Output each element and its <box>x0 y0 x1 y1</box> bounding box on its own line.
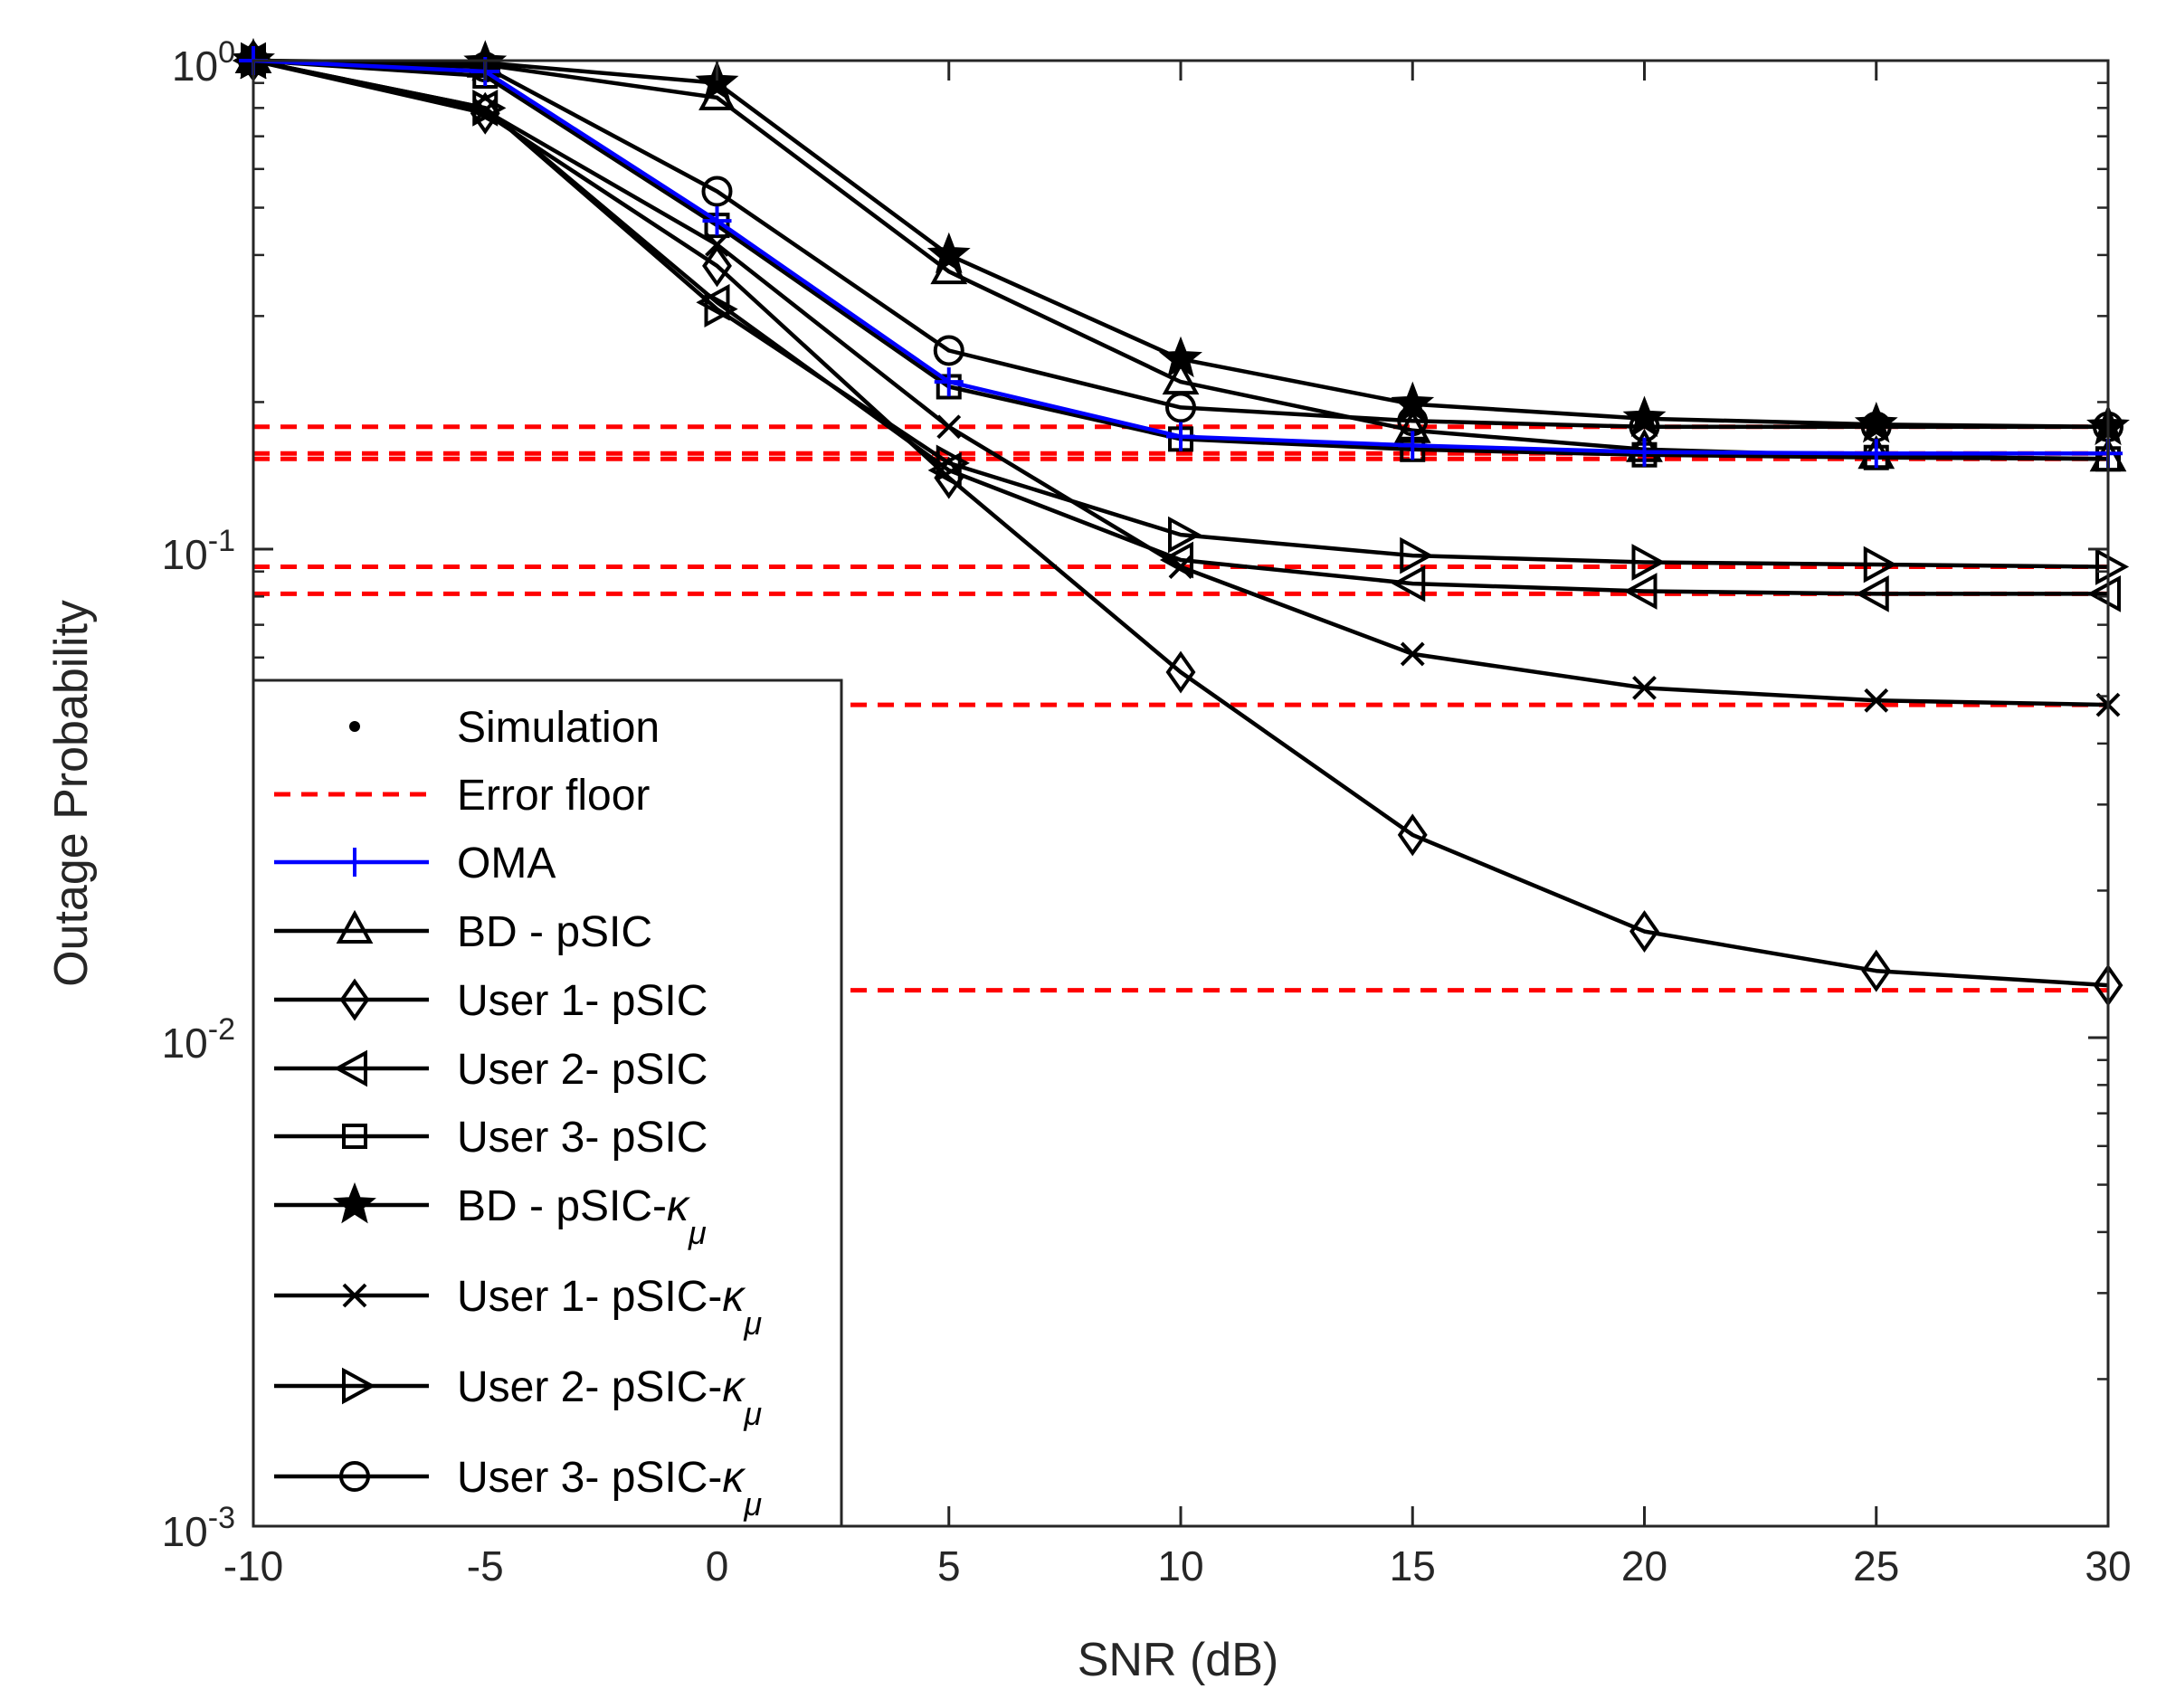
x-tick-label: 25 <box>1853 1542 1899 1589</box>
x-tick-label: 20 <box>1621 1542 1667 1589</box>
series-7-point-5 <box>1168 555 1193 579</box>
series-7-point-7 <box>1632 675 1657 700</box>
legend-marker-icon <box>333 1181 376 1224</box>
series-line-3 <box>252 58 2109 988</box>
series-4-point-8 <box>1855 575 1889 612</box>
series-7-point-8 <box>1864 688 1889 713</box>
legend: Simulation Error floor OMA BD - pSIC User 1-… <box>252 678 843 1528</box>
series-3 <box>238 39 2123 1007</box>
series-9-point-3 <box>701 176 733 207</box>
series-1-point-6 <box>1398 431 1428 460</box>
series-9-point-5 <box>1165 392 1196 423</box>
series-1-point-7 <box>1629 437 1659 467</box>
series-8-point-8 <box>1863 546 1897 584</box>
legend-item-4: BD - pSIC <box>274 908 652 956</box>
legend-item-3: OMA <box>274 840 556 887</box>
x-tick-label: -5 <box>467 1542 504 1589</box>
legend-label: User 3- pSIC <box>457 1114 708 1162</box>
series-8-point-4 <box>936 444 970 482</box>
legend-item-7: User 3- pSIC <box>274 1114 708 1162</box>
legend-item-11: User 3- pSIC-κμ <box>274 1454 762 1523</box>
legend-marker-icon <box>336 909 374 944</box>
y-tick-label: 10-1 <box>162 524 235 578</box>
series-2-point-4 <box>930 251 968 285</box>
legend-item-2: Error floor <box>274 772 650 820</box>
series-4-point-9 <box>2086 575 2121 612</box>
legend-item-9: User 1- pSIC-κμ <box>274 1273 762 1342</box>
legend-label: User 1- pSIC-κμ <box>457 1273 762 1342</box>
series-1-point-4 <box>934 367 964 397</box>
x-axis-label: SNR (dB) <box>1078 1634 1278 1686</box>
series-1-point-3 <box>702 206 732 236</box>
series-3-point-3 <box>702 244 732 288</box>
series-3-point-7 <box>1629 910 1659 954</box>
series-1-point-5 <box>1166 422 1195 451</box>
series-3-point-2 <box>470 91 500 135</box>
legend-label: BD - pSIC <box>457 908 652 956</box>
legend-marker-icon <box>340 848 369 877</box>
legend-label: Error floor <box>457 772 650 820</box>
x-tick-label: 15 <box>1390 1542 1436 1589</box>
y-tick-label: 10-3 <box>162 1501 235 1555</box>
series-4-point-6 <box>1392 565 1426 603</box>
legend-dot-icon <box>349 721 360 732</box>
legend-item-5: User 1- pSIC <box>274 977 708 1025</box>
legend-item-8: BD - pSIC-κμ <box>274 1181 707 1251</box>
series-3-point-8 <box>1861 949 1892 992</box>
legend-label: User 1- pSIC <box>457 977 708 1025</box>
legend-marker-icon <box>339 978 370 1021</box>
series-8-point-6 <box>1400 536 1434 574</box>
y-tick-label: 10-2 <box>162 1012 235 1067</box>
x-tick-label: 30 <box>2085 1542 2131 1589</box>
legend-label: User 3- pSIC-κμ <box>457 1454 762 1523</box>
x-tick-label: -10 <box>223 1542 283 1589</box>
legend-item-1: Simulation <box>349 704 660 752</box>
series-7-point-6 <box>1400 641 1425 667</box>
legend-marker-icon <box>342 1367 376 1405</box>
series-3-point-4 <box>934 456 964 499</box>
x-tick-label: 10 <box>1157 1542 1203 1589</box>
legend-item-6: User 2- pSIC <box>274 1046 708 1094</box>
legend-item-10: User 2- pSIC-κμ <box>274 1363 762 1432</box>
legend-marker-icon <box>342 1124 367 1149</box>
series-7 <box>241 48 2121 717</box>
legend-label: BD - pSIC-κμ <box>457 1182 707 1251</box>
y-tick-label: 100 <box>172 35 235 90</box>
legend-label: User 2- pSIC <box>457 1046 708 1094</box>
series-4-point-3 <box>696 283 730 321</box>
series-8-point-3 <box>704 290 738 328</box>
series-9-point-4 <box>933 335 964 366</box>
legend-label: User 2- pSIC-κμ <box>457 1363 762 1432</box>
legend-marker-icon <box>339 1461 370 1492</box>
series-line-9 <box>252 58 2108 430</box>
legend-marker-icon <box>342 1283 367 1308</box>
legend-marker-icon <box>333 1049 367 1087</box>
series-3-point-6 <box>1397 813 1428 857</box>
series-1-point-8 <box>1861 439 1891 469</box>
series-3-point-5 <box>1165 650 1196 694</box>
series-line-8 <box>252 58 2109 569</box>
legend-label: OMA <box>457 840 556 887</box>
series-4-point-7 <box>1623 573 1658 610</box>
series-2-point-3 <box>698 76 736 110</box>
x-tick-label: 0 <box>706 1542 729 1589</box>
series-8-point-5 <box>1168 516 1202 554</box>
legend-label: Simulation <box>457 704 660 752</box>
series-8-point-7 <box>1631 544 1666 581</box>
x-tick-label: 5 <box>937 1542 961 1589</box>
series-7-point-4 <box>936 414 962 440</box>
y-axis-label: Outage Probability <box>45 600 98 987</box>
series-6-point-8 <box>1854 402 1898 443</box>
series-8-point-9 <box>2095 548 2130 585</box>
